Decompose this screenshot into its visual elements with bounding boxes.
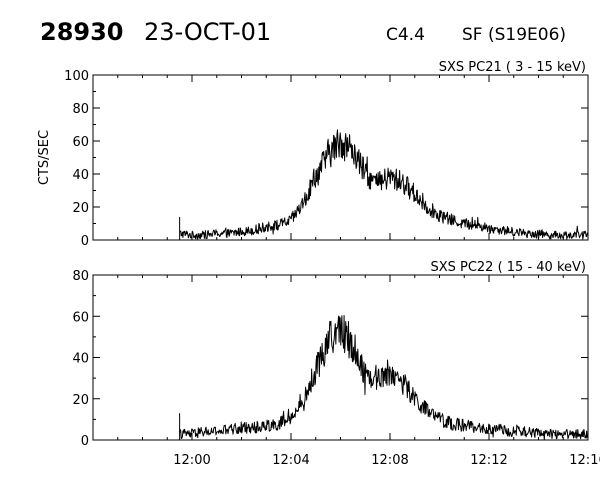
y-tick-label: 40: [72, 168, 89, 183]
x-tick-label: 12:08: [371, 453, 408, 468]
x-tick-label: 12:16: [569, 453, 600, 468]
y-tick-label: 0: [81, 434, 89, 449]
panel-2: SXS PC22 ( 15 - 40 keV) 0 20 40 60 80 12:00 12:…: [72, 260, 600, 468]
panel-title: SXS PC21 ( 3 - 15 keV): [439, 60, 586, 75]
y-tick-label: 60: [72, 135, 89, 150]
panel-title: SXS PC22 ( 15 - 40 keV): [430, 260, 586, 275]
event-id: 28930: [40, 18, 124, 46]
y-tick-label: 80: [72, 269, 89, 284]
flare-info: SF (S19E06): [462, 25, 566, 45]
event-date: 23-OCT-01: [144, 18, 271, 46]
y-tick-label: 0: [81, 234, 89, 249]
x-tick-label: 12:04: [272, 453, 309, 468]
x-tick-label: 12:00: [173, 453, 210, 468]
plot-frame: [92, 74, 589, 241]
series-line: [179, 129, 589, 240]
y-tick-label: 80: [72, 102, 89, 117]
y-tick-label: 60: [72, 310, 89, 325]
y-tick-label: 20: [72, 201, 89, 216]
panels: SXS PC21 ( 3 - 15 keV) 0 20 40 60 80 100 CTS/SE…: [37, 60, 600, 468]
y-tick-label: 40: [72, 352, 89, 367]
plot-frame: [92, 274, 589, 441]
goes-class: C4.4: [386, 25, 425, 45]
panel-1: SXS PC21 ( 3 - 15 keV) 0 20 40 60 80 100 CTS/SE…: [37, 60, 589, 249]
x-tick-label: 12:12: [470, 453, 507, 468]
y-tick-label: 100: [64, 69, 89, 84]
series-line: [179, 314, 589, 441]
y-axis-label: CTS/SEC: [37, 130, 52, 185]
y-tick-label: 20: [72, 393, 89, 408]
